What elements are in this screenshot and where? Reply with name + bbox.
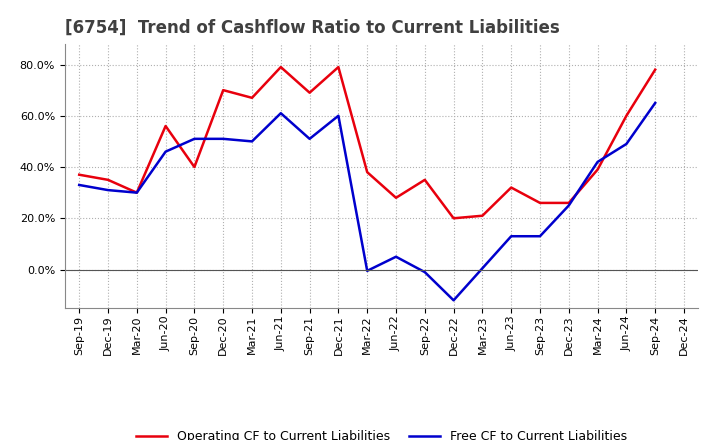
Free CF to Current Liabilities bbox=[161, 149, 170, 154]
Free CF to Current Liabilities bbox=[190, 136, 199, 142]
Legend: Operating CF to Current Liabilities, Free CF to Current Liabilities: Operating CF to Current Liabilities, Fre… bbox=[131, 425, 632, 440]
Free CF to Current Liabilities bbox=[622, 141, 631, 147]
Free CF to Current Liabilities bbox=[75, 182, 84, 187]
Operating CF to Current Liabilities bbox=[392, 195, 400, 201]
Operating CF to Current Liabilities bbox=[75, 172, 84, 177]
Operating CF to Current Liabilities bbox=[478, 213, 487, 218]
Operating CF to Current Liabilities bbox=[651, 67, 660, 72]
Free CF to Current Liabilities bbox=[392, 254, 400, 259]
Operating CF to Current Liabilities bbox=[248, 95, 256, 100]
Free CF to Current Liabilities bbox=[363, 268, 372, 274]
Operating CF to Current Liabilities bbox=[276, 64, 285, 70]
Line: Free CF to Current Liabilities: Free CF to Current Liabilities bbox=[79, 103, 655, 301]
Operating CF to Current Liabilities bbox=[104, 177, 112, 183]
Free CF to Current Liabilities bbox=[104, 187, 112, 193]
Free CF to Current Liabilities bbox=[507, 234, 516, 239]
Free CF to Current Liabilities bbox=[248, 139, 256, 144]
Free CF to Current Liabilities bbox=[132, 190, 141, 195]
Operating CF to Current Liabilities bbox=[507, 185, 516, 190]
Operating CF to Current Liabilities bbox=[190, 165, 199, 170]
Free CF to Current Liabilities bbox=[593, 159, 602, 165]
Free CF to Current Liabilities bbox=[420, 269, 429, 275]
Free CF to Current Liabilities bbox=[305, 136, 314, 142]
Operating CF to Current Liabilities bbox=[536, 200, 544, 205]
Operating CF to Current Liabilities bbox=[564, 200, 573, 205]
Operating CF to Current Liabilities bbox=[593, 167, 602, 172]
Free CF to Current Liabilities bbox=[564, 203, 573, 208]
Free CF to Current Liabilities bbox=[651, 100, 660, 106]
Operating CF to Current Liabilities bbox=[622, 113, 631, 118]
Operating CF to Current Liabilities bbox=[305, 90, 314, 95]
Operating CF to Current Liabilities bbox=[161, 123, 170, 128]
Operating CF to Current Liabilities bbox=[449, 216, 458, 221]
Operating CF to Current Liabilities bbox=[420, 177, 429, 183]
Free CF to Current Liabilities bbox=[219, 136, 228, 142]
Free CF to Current Liabilities bbox=[536, 234, 544, 239]
Free CF to Current Liabilities bbox=[449, 298, 458, 303]
Free CF to Current Liabilities bbox=[276, 110, 285, 116]
Line: Operating CF to Current Liabilities: Operating CF to Current Liabilities bbox=[79, 67, 655, 218]
Free CF to Current Liabilities bbox=[478, 266, 487, 271]
Operating CF to Current Liabilities bbox=[219, 88, 228, 93]
Text: [6754]  Trend of Cashflow Ratio to Current Liabilities: [6754] Trend of Cashflow Ratio to Curren… bbox=[65, 19, 559, 37]
Free CF to Current Liabilities bbox=[334, 113, 343, 118]
Operating CF to Current Liabilities bbox=[132, 190, 141, 195]
Operating CF to Current Liabilities bbox=[363, 169, 372, 175]
Operating CF to Current Liabilities bbox=[334, 64, 343, 70]
